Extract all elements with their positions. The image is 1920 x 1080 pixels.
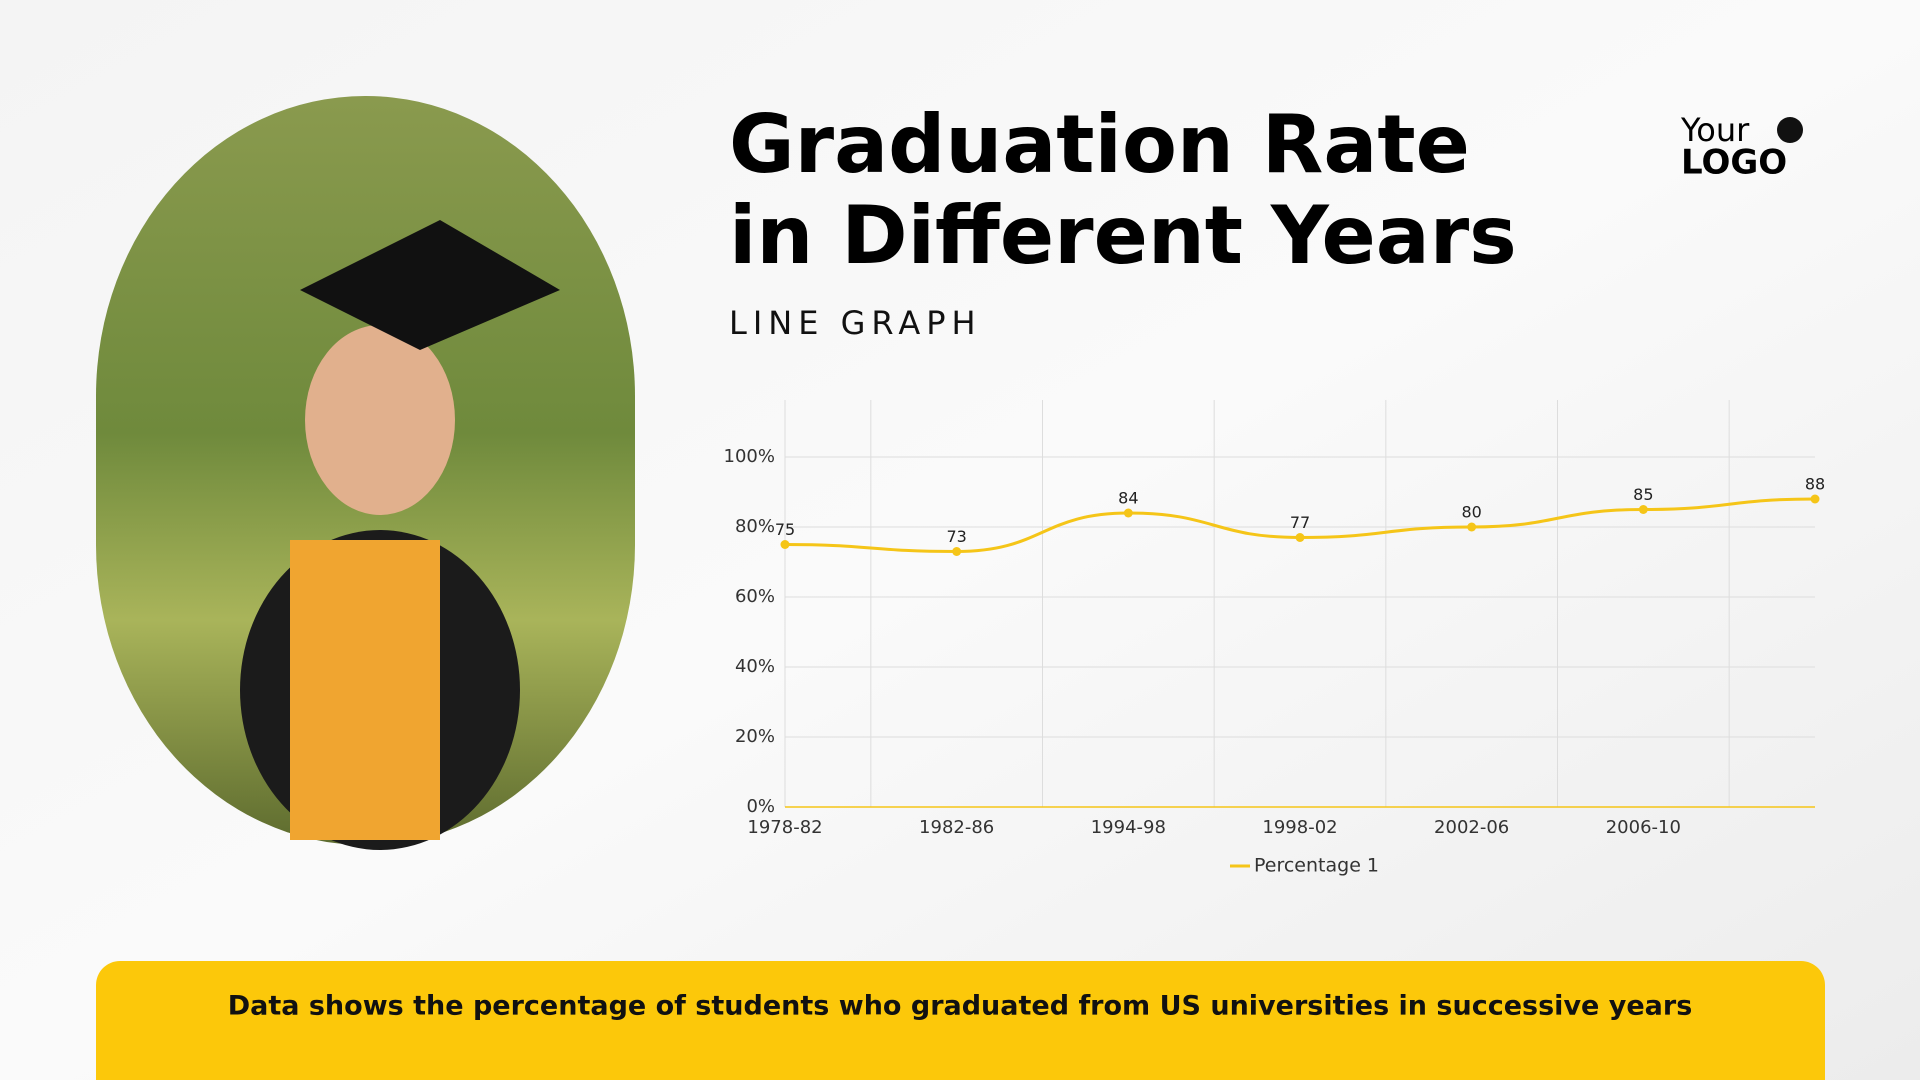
logo-line: Your <box>1680 111 1750 149</box>
data-label: 88 <box>1805 475 1825 494</box>
banner <box>96 961 1825 1080</box>
point <box>952 547 962 556</box>
x-tick-label: 1998-02 <box>1262 817 1337 838</box>
title-line: in Different Years <box>729 189 1517 282</box>
y-tick-label: 100% <box>724 446 775 467</box>
photo <box>96 96 635 850</box>
data-label: 84 <box>1118 489 1138 508</box>
y-tick-label: 80% <box>735 516 775 537</box>
data-label: 85 <box>1633 485 1653 504</box>
data-label: 75 <box>775 520 795 539</box>
point <box>1638 505 1648 514</box>
sash <box>290 540 440 840</box>
title-line: Graduation Rate <box>729 98 1470 191</box>
point <box>780 540 790 549</box>
x-tick-label: 2002-06 <box>1434 817 1509 838</box>
y-tick-label: 40% <box>735 656 775 677</box>
y-tick-label: 0% <box>746 796 775 817</box>
point <box>1123 508 1133 518</box>
cap <box>300 220 560 350</box>
data-label: 77 <box>1290 513 1310 532</box>
x-tick-label: 2006-10 <box>1606 817 1681 838</box>
subtitle: LINE GRAPH <box>729 304 982 342</box>
x-tick-label: 1994-98 <box>1091 817 1166 838</box>
legend-label: Percentage 1 <box>1254 855 1379 877</box>
y-tick-label: 60% <box>735 586 775 607</box>
point <box>1295 533 1305 542</box>
face <box>305 325 455 515</box>
chart: 0% 20% 40% 60% 80% 100% 1978-82 1982-86 1994-98 1… <box>724 400 1825 877</box>
data-label: 80 <box>1461 503 1481 522</box>
logo-line: LOGO <box>1681 143 1787 183</box>
point <box>1810 494 1820 504</box>
x-tick-label: 1978-82 <box>747 817 822 838</box>
banner-text: Data shows the percentage of students wh… <box>228 991 1693 1022</box>
data-label: 73 <box>946 527 966 546</box>
point <box>1467 522 1477 532</box>
x-tick-label: 1982-86 <box>919 817 994 838</box>
logo-icon <box>1777 117 1803 143</box>
y-tick-label: 20% <box>735 726 775 747</box>
